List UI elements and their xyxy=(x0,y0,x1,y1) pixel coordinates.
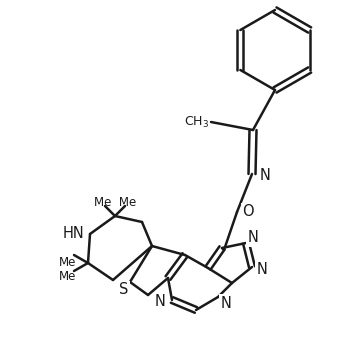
Text: N: N xyxy=(260,167,270,183)
Text: Me: Me xyxy=(59,257,77,269)
Text: O: O xyxy=(242,205,254,219)
Text: N: N xyxy=(248,230,258,246)
Text: HN: HN xyxy=(62,227,84,241)
Text: N: N xyxy=(155,295,165,309)
Text: N: N xyxy=(257,262,268,276)
Text: N: N xyxy=(220,296,231,310)
Text: Me  Me: Me Me xyxy=(94,195,136,209)
Text: CH$_3$: CH$_3$ xyxy=(184,114,209,130)
Text: S: S xyxy=(119,282,129,297)
Text: Me: Me xyxy=(59,270,77,284)
